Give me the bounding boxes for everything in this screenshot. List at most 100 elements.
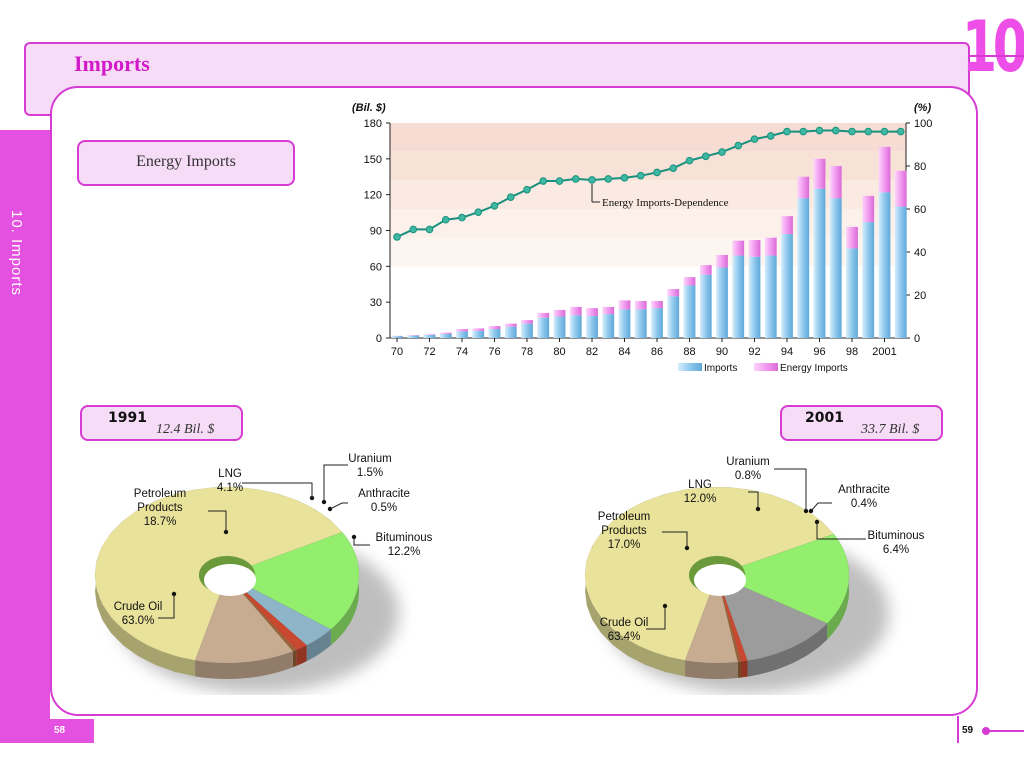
y2-tick-label: 40 — [914, 247, 926, 259]
imports-bar — [846, 248, 858, 338]
imports-bar — [423, 335, 436, 338]
legend-energy-label: Energy Imports — [780, 363, 848, 374]
x-tick-label: 82 — [586, 346, 598, 358]
dependence-point — [490, 201, 499, 210]
legend-imports-swatch — [678, 363, 702, 371]
pie-value: 0.4% — [851, 498, 877, 510]
imports-bar — [553, 316, 566, 338]
energy-imports-label: Energy Imports — [136, 153, 236, 170]
y-tick-label: 180 — [364, 118, 382, 130]
energy-imports-bar — [472, 328, 485, 331]
pie-label: Bituminous — [868, 530, 925, 542]
y2-tick-label: 100 — [914, 118, 932, 130]
energy-imports-bar — [862, 195, 875, 223]
imports-bar — [407, 335, 420, 338]
imports-bar — [569, 315, 582, 338]
pie-leader-line — [816, 522, 866, 540]
pie-label: Anthracite — [838, 484, 890, 496]
x-tick-label: 80 — [553, 346, 565, 358]
imports-bar — [439, 333, 452, 338]
energy-imports-bar — [488, 326, 501, 330]
energy-imports-bar — [683, 277, 696, 286]
dependence-point — [864, 127, 873, 136]
legend-energy-swatch — [754, 363, 778, 371]
energy-imports-bar — [878, 146, 891, 193]
imports-bar — [683, 285, 696, 338]
y-tick-label: 0 — [376, 333, 382, 345]
imports-bar — [391, 336, 403, 338]
pie-label: Uranium — [348, 453, 391, 465]
pie-leader-line — [748, 491, 759, 509]
dependence-point — [750, 135, 759, 143]
dependence-point — [523, 185, 531, 194]
y-tick-label: 60 — [370, 261, 382, 273]
energy-imports-bar — [813, 158, 826, 189]
pie-side — [741, 660, 748, 678]
pie-leader-line — [646, 606, 666, 630]
x-tick-label: 84 — [618, 346, 630, 358]
pie-label: Crude Oil — [114, 601, 163, 613]
energy-imports-bar — [439, 332, 452, 334]
imports-bar — [781, 234, 793, 338]
dependence-point — [425, 225, 434, 234]
dependence-point — [783, 127, 791, 136]
pie-value: 0.5% — [371, 502, 397, 514]
imports-bar — [894, 206, 907, 338]
dependence-point — [848, 127, 856, 136]
energy-imports-bar — [521, 320, 533, 324]
pie-label: Crude Oil — [600, 617, 649, 629]
dependence-point — [653, 168, 661, 177]
y2-tick-label: 80 — [914, 161, 926, 173]
dependence-point — [588, 176, 596, 184]
dependence-point — [718, 148, 726, 156]
x-tick-label: 86 — [651, 346, 663, 358]
pie-2001-year: 2001 — [805, 410, 844, 426]
pie-leader-line — [208, 510, 227, 532]
pie-1991-year: 1991 — [108, 410, 147, 426]
pie-1991-header — [80, 405, 243, 441]
x-tick-label: 96 — [813, 346, 825, 358]
background-band — [390, 209, 906, 238]
pie-hole — [694, 564, 746, 596]
pie-label: LNG — [688, 479, 712, 491]
legend-imports-label: Imports — [704, 363, 737, 374]
energy-imports-bar — [829, 166, 842, 199]
pie-side — [292, 649, 297, 668]
pie-label: Petroleum — [598, 511, 650, 523]
side-tab — [0, 130, 50, 742]
y-tick-label: 150 — [364, 154, 382, 166]
pie-side — [195, 651, 293, 679]
energy-imports-bar — [651, 300, 663, 309]
pie-value: 4.1% — [217, 482, 243, 494]
pie-value: 12.2% — [388, 546, 421, 558]
pie-label: Uranium — [726, 456, 769, 468]
energy-imports-bar — [634, 300, 647, 310]
imports-bar — [716, 267, 728, 338]
imports-bar — [651, 308, 663, 338]
energy-imports-bar — [781, 216, 793, 235]
pie-value: 17.0% — [608, 539, 641, 551]
imports-bar — [586, 315, 598, 338]
energy-imports-bar — [504, 323, 517, 327]
dependence-point — [393, 233, 401, 241]
imports-bar — [488, 329, 501, 338]
pie-leader-line — [158, 594, 175, 619]
imports-bar — [764, 255, 777, 338]
y-tick-label: 90 — [370, 226, 382, 238]
imports-bar — [667, 296, 680, 338]
pie-chart-2001: Crude Oil 63.4% Petroleum Products 17.0% LNG 1… — [584, 456, 925, 693]
pie-label: Products — [137, 502, 183, 514]
imports-bar — [472, 330, 485, 338]
pie-leader-line — [323, 464, 348, 502]
y2-tick-label: 0 — [914, 333, 920, 345]
imports-bar — [878, 192, 891, 338]
energy-imports-bar — [569, 306, 582, 316]
x-tick-label: 88 — [683, 346, 695, 358]
pie-value: 12.0% — [684, 493, 717, 505]
y-tick-label: 30 — [370, 297, 382, 309]
dependence-point — [409, 225, 418, 234]
pie-label: Anthracite — [358, 488, 410, 500]
left-axis-unit: (Bil. $) — [352, 102, 386, 114]
energy-imports-bar — [846, 226, 858, 249]
page-number-left: 58 — [54, 725, 66, 736]
